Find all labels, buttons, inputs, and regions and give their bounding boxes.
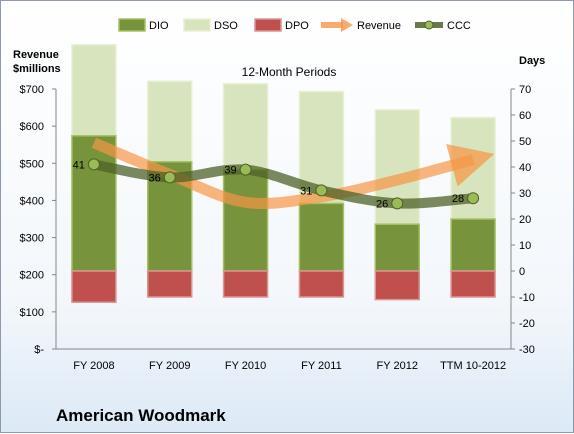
left-tick-label: $100 <box>20 307 44 319</box>
right-tick-label: 30 <box>519 188 531 200</box>
right-tick-label: -20 <box>519 318 535 330</box>
ccc-point <box>163 171 176 184</box>
legend-label-revenue: Revenue <box>357 20 401 32</box>
x-tick-label: FY 2008 <box>73 360 114 372</box>
ccc-data-label: 31 <box>300 185 312 197</box>
legend-label-dpo: DPO <box>285 20 309 32</box>
ccc-data-label: 28 <box>452 193 464 205</box>
plot-area: $- $100 $200 $300 $400 $500 $600 $700 -30 -20 -10 0… <box>20 44 535 372</box>
ccc-data-label: 39 <box>224 165 236 177</box>
company-name: American Woodmark <box>56 406 226 425</box>
x-tick-label: FY 2009 <box>149 360 190 372</box>
left-axis-title-line1: Revenue <box>13 49 59 61</box>
ccc-data-label: 36 <box>149 172 161 184</box>
legend: DIO DSO DPO Revenue CCC <box>118 18 471 32</box>
left-axis-title-line2: $millions <box>13 63 61 75</box>
left-tick-label: $600 <box>20 121 44 133</box>
bar-dio <box>222 168 269 272</box>
left-tick-label: $700 <box>20 84 44 96</box>
bar-dio <box>374 223 420 272</box>
bar-dso <box>147 80 193 163</box>
bar-dio <box>450 218 496 272</box>
bar-dio <box>71 135 117 272</box>
right-tick-label: 20 <box>519 214 531 226</box>
x-tick-label: TTM 10-2012 <box>440 360 506 372</box>
left-tick-label: $- <box>34 344 44 356</box>
ccc-data-label: 41 <box>73 159 85 171</box>
right-tick-label: 40 <box>519 162 531 174</box>
legend-label-dio: DIO <box>149 20 169 32</box>
chart-title: 12-Month Periods <box>242 65 337 79</box>
ccc-point <box>315 184 328 197</box>
right-tick-label: -10 <box>519 292 535 304</box>
ccc-point <box>391 197 404 210</box>
x-tick-label: FY 2012 <box>377 360 418 372</box>
legend-label-ccc: CCC <box>447 20 471 32</box>
legend-swatch-dio <box>118 18 146 32</box>
bar-dio <box>298 202 345 272</box>
x-tick-label: FY 2011 <box>301 360 342 372</box>
bar-dpo <box>450 270 496 298</box>
legend-swatch-dso <box>183 18 211 32</box>
left-tick-label: $500 <box>20 158 44 170</box>
revenue-line <box>91 137 495 210</box>
x-tick-label: FY 2010 <box>225 360 266 372</box>
left-tick-label: $200 <box>20 270 44 282</box>
bar-dpo <box>71 270 117 303</box>
ccc-point <box>87 158 100 171</box>
right-tick-label: -30 <box>519 344 535 356</box>
bar-dpo <box>374 270 420 301</box>
right-tick-label: 10 <box>519 240 531 252</box>
legend-swatch-dpo <box>254 18 282 32</box>
bar-dso <box>222 83 269 171</box>
legend-swatch-revenue-arrow <box>341 18 353 32</box>
bar-dpo <box>222 270 269 298</box>
bar-dpo <box>147 270 193 298</box>
right-tick-label: 60 <box>519 110 531 122</box>
legend-label-dso: DSO <box>214 20 238 32</box>
bar-dso <box>71 44 117 137</box>
right-tick-label: 50 <box>519 136 531 148</box>
left-tick-label: $300 <box>20 233 44 245</box>
ccc-data-label: 26 <box>376 198 388 210</box>
ccc-point <box>467 192 480 205</box>
right-tick-label: 0 <box>519 266 525 278</box>
legend-swatch-ccc-marker <box>424 20 434 30</box>
ccc-line <box>88 159 479 209</box>
ccc-point <box>239 163 252 176</box>
right-tick-label: 70 <box>519 84 531 96</box>
right-axis-title: Days <box>519 55 545 67</box>
left-tick-label: $400 <box>20 195 44 207</box>
bar-dpo <box>298 270 345 298</box>
